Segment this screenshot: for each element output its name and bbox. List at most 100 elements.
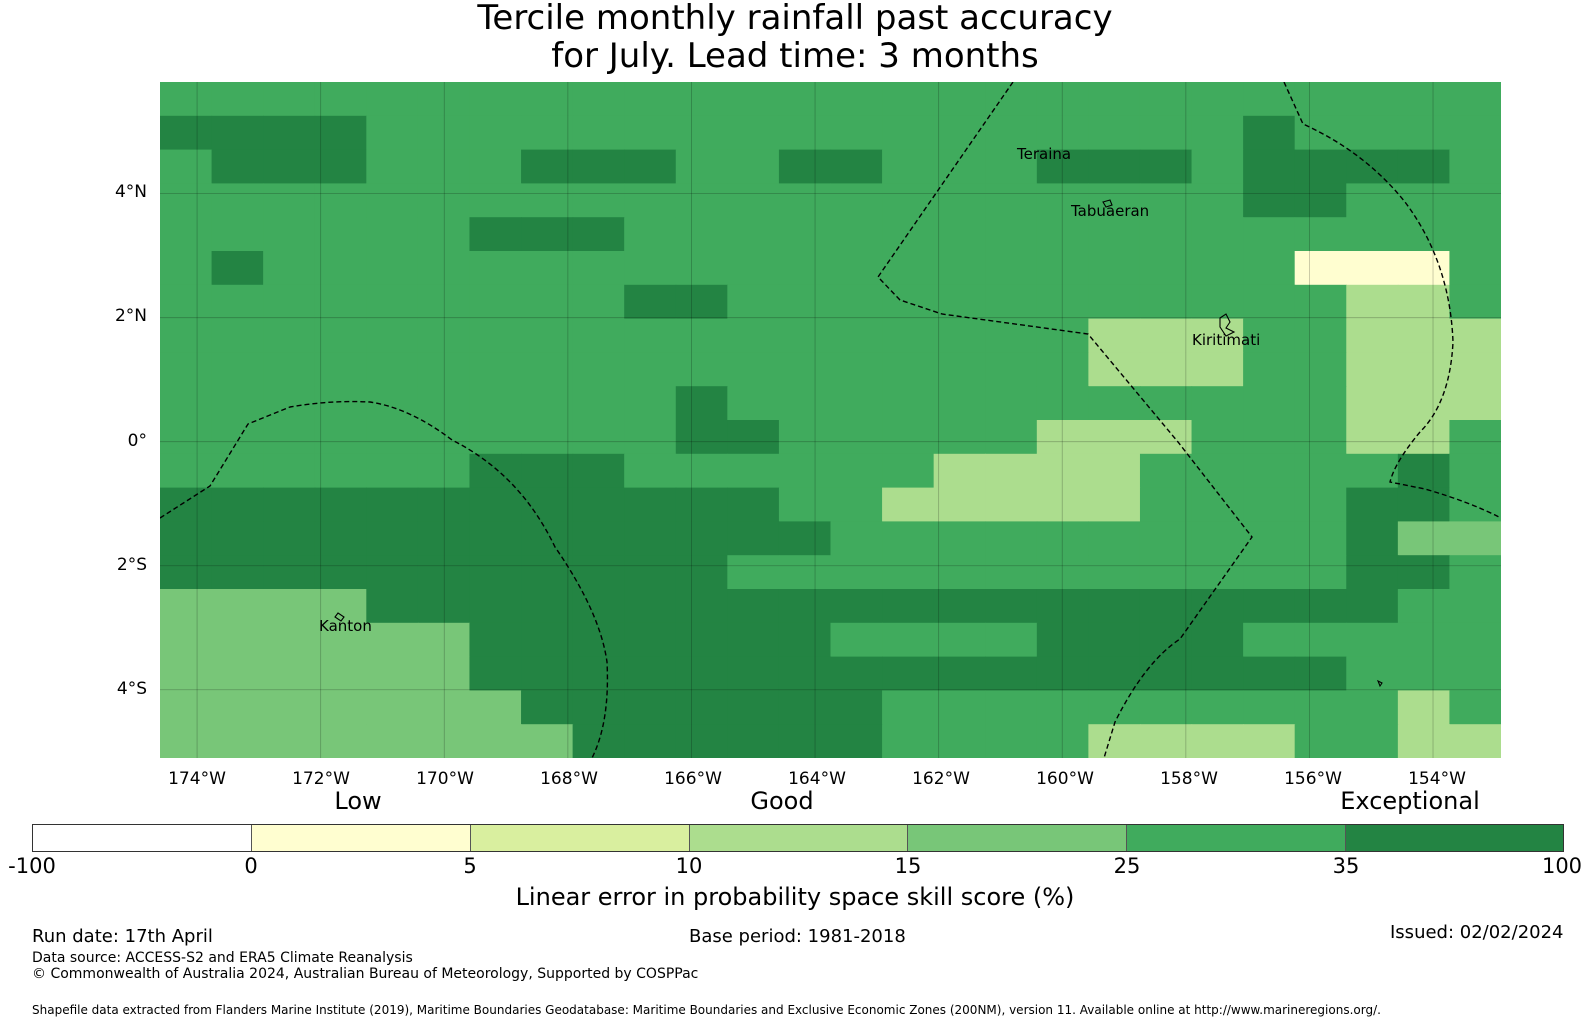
skill-cell <box>1397 82 1451 117</box>
skill-cell <box>1397 555 1451 590</box>
skill-cell <box>469 82 522 117</box>
skill-cell <box>675 149 728 184</box>
skill-cell <box>1243 318 1296 353</box>
skill-cell <box>624 183 677 218</box>
skill-cell <box>1191 690 1244 725</box>
skill-cell <box>521 690 574 725</box>
run-date: Run date: 17th April <box>32 926 213 947</box>
skill-cell <box>778 217 832 252</box>
skill-cell <box>469 622 522 658</box>
skill-cell <box>1346 251 1399 286</box>
skill-cell <box>933 690 986 725</box>
skill-cell <box>314 690 367 725</box>
skill-cell <box>1346 521 1399 556</box>
skill-cell <box>366 183 419 218</box>
skill-cell <box>1191 318 1244 353</box>
skill-cell <box>830 318 883 353</box>
skill-cell <box>675 453 728 489</box>
skill-cell <box>572 217 625 252</box>
skill-cell <box>1449 453 1501 489</box>
skill-cell <box>985 589 1038 624</box>
skill-cell <box>469 284 522 320</box>
skill-cell <box>314 82 367 117</box>
skill-cell <box>160 724 213 758</box>
skill-cell <box>1294 521 1347 556</box>
skill-cell <box>521 724 574 758</box>
skill-cell <box>1397 589 1451 624</box>
skill-cell <box>882 656 935 691</box>
skill-cell <box>1397 251 1451 286</box>
skill-cell <box>1449 318 1501 353</box>
skill-cell <box>1397 183 1451 218</box>
skill-cell <box>1346 690 1399 725</box>
skill-cell <box>1191 217 1244 252</box>
skill-cell <box>572 318 625 353</box>
skill-cell <box>624 521 677 556</box>
skill-cell <box>572 521 625 556</box>
skill-cell <box>1346 589 1399 624</box>
skill-cell <box>1346 284 1399 320</box>
lat-tick-2s: 2°S <box>116 555 147 575</box>
skill-cell <box>830 115 883 151</box>
skill-cell <box>882 284 935 320</box>
skill-cell <box>263 656 316 691</box>
skill-cell <box>263 453 316 489</box>
skill-cell <box>417 217 471 252</box>
skill-cell <box>211 251 264 286</box>
skill-cell <box>778 656 832 691</box>
skill-cell <box>727 284 780 320</box>
skill-cell <box>366 656 419 691</box>
skill-cell <box>314 420 367 455</box>
lat-tick-4n: 4°N <box>114 182 147 202</box>
skill-cell <box>314 352 367 387</box>
skill-cell <box>882 622 935 658</box>
skill-cell <box>366 115 419 151</box>
skill-cell <box>778 386 832 421</box>
skill-cell <box>263 521 316 556</box>
skill-cell <box>882 724 935 758</box>
skill-cell <box>1294 589 1347 624</box>
skill-cell <box>1449 115 1501 151</box>
skill-cell <box>1191 622 1244 658</box>
skill-cell <box>778 724 832 758</box>
skill-cell <box>469 453 522 489</box>
skill-cell <box>1139 251 1193 286</box>
skill-cell <box>675 183 728 218</box>
skill-cell <box>469 420 522 455</box>
skill-cell <box>882 521 935 556</box>
skill-cell <box>882 318 935 353</box>
skill-cell <box>778 318 832 353</box>
skill-cell <box>1036 217 1089 252</box>
skill-cell <box>1036 284 1089 320</box>
skill-cell <box>417 724 471 758</box>
skill-cell <box>933 251 986 286</box>
skill-cell <box>1243 589 1296 624</box>
skill-cell <box>1294 386 1347 421</box>
skill-cell <box>1449 149 1501 184</box>
skill-cell <box>933 183 986 218</box>
skill-cell <box>1449 656 1501 691</box>
skill-cell <box>521 115 574 151</box>
skill-cell <box>211 115 264 151</box>
lon-tick-158w: 158°W <box>1160 769 1218 789</box>
skill-cell <box>417 521 471 556</box>
colorbar-swatch <box>33 825 252 851</box>
skill-cell <box>1243 622 1296 658</box>
skill-cell <box>417 555 471 590</box>
skill-cell <box>830 622 883 658</box>
skill-cell <box>830 724 883 758</box>
skill-cell <box>211 555 264 590</box>
skill-cell <box>1243 149 1296 184</box>
skill-cell <box>572 420 625 455</box>
colorbar-label: Linear error in probability space skill … <box>515 883 1075 911</box>
island-outlines <box>334 199 1383 688</box>
skill-cell <box>1243 690 1296 725</box>
skill-cell <box>1088 555 1141 590</box>
skill-cell <box>1088 318 1141 353</box>
skill-cell <box>1139 555 1193 590</box>
skill-cell <box>521 318 574 353</box>
skill-cell <box>572 656 625 691</box>
skill-cell <box>521 217 574 252</box>
skill-cell <box>1088 386 1141 421</box>
skill-cell <box>521 183 574 218</box>
